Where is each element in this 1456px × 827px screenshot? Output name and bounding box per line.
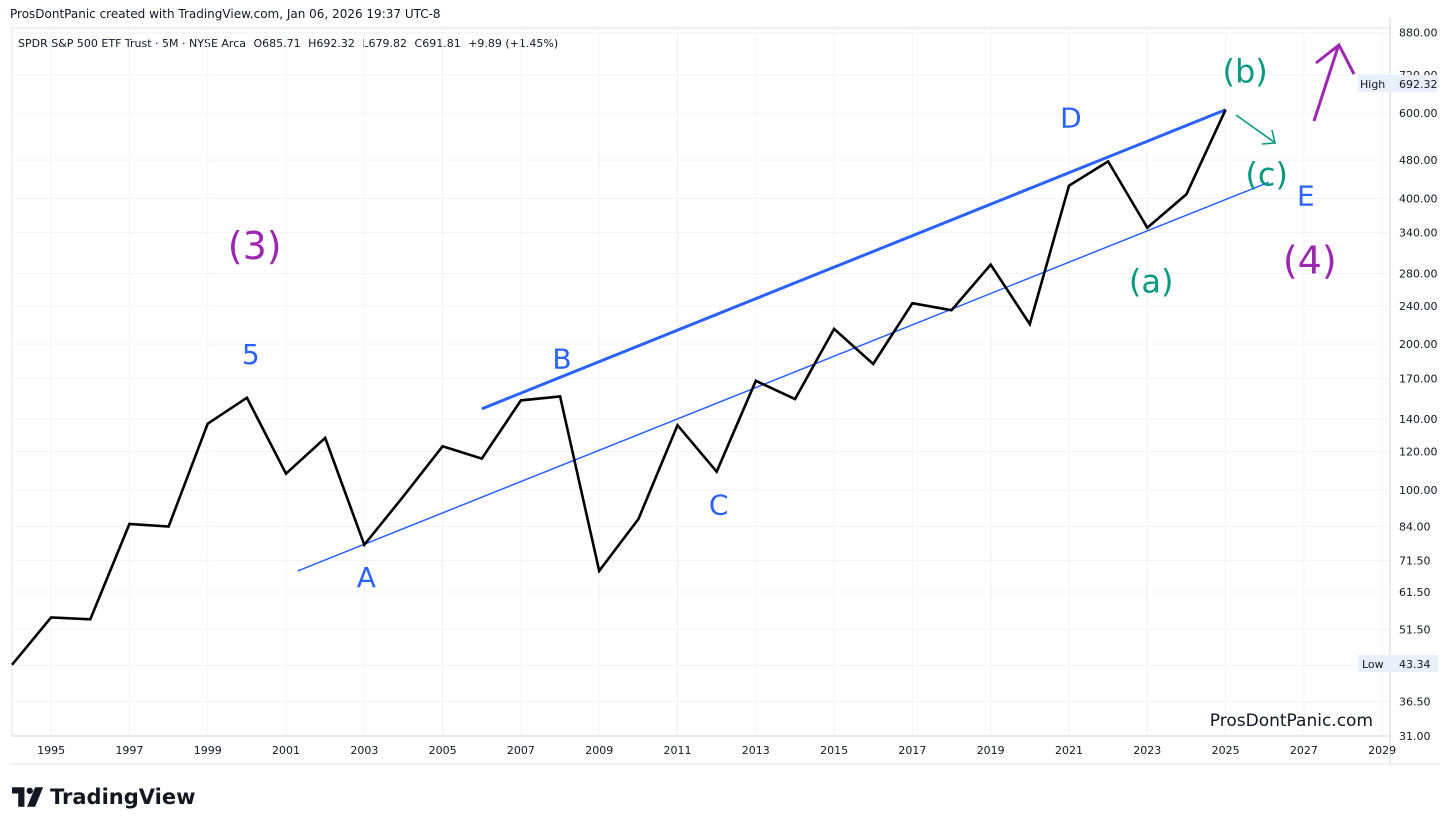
price-tick-label: 880.00 (1399, 27, 1438, 40)
time-tick-label: 2009 (585, 744, 613, 757)
price-tick-label: 31.00 (1399, 730, 1431, 743)
price-axis[interactable]: 880.00720.00600.00480.00400.00340.00280.… (1389, 18, 1438, 764)
price-tick-label: 36.50 (1399, 696, 1431, 709)
trendline-lower[interactable] (297, 181, 1269, 572)
arrow-down-head-icon (1261, 129, 1276, 145)
chart-grid (11, 27, 1391, 737)
chart-credit: ProsDontPanic created with TradingView.c… (10, 7, 441, 21)
open-value: O685.71 (253, 37, 301, 50)
high-marker (1358, 75, 1438, 92)
price-tick-label: 340.00 (1399, 227, 1438, 240)
low-value: L679.82 (362, 37, 408, 50)
price-tick-label: 170.00 (1399, 372, 1438, 385)
price-line[interactable] (10, 109, 1227, 666)
wave-label: 5 (242, 338, 260, 371)
arrow-up-icon (1312, 46, 1340, 122)
time-tick-label: 2021 (1055, 744, 1083, 757)
trendlines (297, 108, 1269, 572)
wave-label: (b) (1223, 52, 1268, 90)
time-tick-label: 1999 (194, 744, 222, 757)
brand-name: TradingView (50, 785, 196, 809)
symbol-name[interactable]: SPDR S&P 500 ETF Trust · 5M · NYSE Arca (18, 37, 246, 50)
watermark: ProsDontPanic.com (1210, 711, 1373, 731)
tradingview-logo[interactable]: TradingView (12, 785, 195, 809)
close-value: C691.81 (414, 37, 461, 50)
time-tick-label: 2011 (664, 744, 692, 757)
time-tick-label: 2019 (977, 744, 1005, 757)
price-tick-label: 140.00 (1399, 413, 1438, 426)
high-value: 692.32 (1399, 78, 1438, 91)
wave-label: D (1060, 102, 1082, 135)
time-tick-label: 1995 (37, 744, 65, 757)
wave-label: (c) (1245, 156, 1288, 194)
low-label: Low (1362, 658, 1384, 671)
wave-label: (3) (228, 224, 282, 268)
trendline-upper[interactable] (481, 108, 1227, 411)
symbol-legend: SPDR S&P 500 ETF Trust · 5M · NYSE Arca … (18, 37, 558, 50)
time-tick-label: 2007 (507, 744, 535, 757)
price-tick-label: 600.00 (1399, 107, 1438, 120)
price-tick-label: 400.00 (1399, 192, 1438, 205)
time-tick-label: 2025 (1212, 744, 1240, 757)
high-label: High (1360, 78, 1385, 91)
time-tick-label: 2003 (350, 744, 378, 757)
time-tick-label: 2005 (429, 744, 457, 757)
wave-label: B (552, 343, 571, 376)
price-tick-label: 240.00 (1399, 300, 1438, 313)
price-series (10, 109, 1227, 666)
time-tick-label: 2001 (272, 744, 300, 757)
time-axis[interactable]: 1995 1997 1999 2001 2003 2005 2007 2009 2011 2013… (10, 735, 1440, 765)
time-tick-label: 2015 (820, 744, 848, 757)
price-tick-label: 61.50 (1399, 586, 1431, 599)
low-value: 43.34 (1399, 658, 1431, 671)
arrow-up-head-icon (1315, 42, 1356, 75)
time-tick-label: 1997 (115, 744, 143, 757)
time-tick-label: 2023 (1133, 744, 1161, 757)
high-low-markers: High 692.32 Low 43.34 (1358, 75, 1438, 672)
high-value: H692.32 (308, 37, 355, 50)
price-tick-label: 100.00 (1399, 484, 1438, 497)
price-tick-label: 480.00 (1399, 154, 1438, 167)
low-marker (1358, 655, 1438, 672)
wave-label: C (709, 488, 729, 521)
arrow-down-icon (1235, 114, 1275, 143)
price-tick-label: 51.50 (1399, 623, 1431, 636)
price-tick-label: 71.50 (1399, 554, 1431, 567)
change-value: +9.89 (+1.45%) (468, 37, 559, 50)
price-tick-label: 200.00 (1399, 338, 1438, 351)
time-tick-label: 2029 (1368, 744, 1396, 757)
wave-label: (4) (1283, 238, 1337, 282)
time-tick-label: 2013 (742, 744, 770, 757)
wave-label: A (357, 561, 376, 594)
price-tick-label: 120.00 (1399, 446, 1438, 459)
tradingview-icon (12, 787, 44, 807)
wave-labels: (3) 5 A B C D E (4) (a) (b) (c) (228, 52, 1337, 594)
price-tick-label: 84.00 (1399, 520, 1431, 533)
projection-arrows (1235, 42, 1356, 145)
wave-label: E (1297, 179, 1315, 212)
price-tick-label: 280.00 (1399, 267, 1438, 280)
time-tick-label: 2017 (898, 744, 926, 757)
time-tick-label: 2027 (1290, 744, 1318, 757)
wave-label: (a) (1129, 262, 1174, 300)
